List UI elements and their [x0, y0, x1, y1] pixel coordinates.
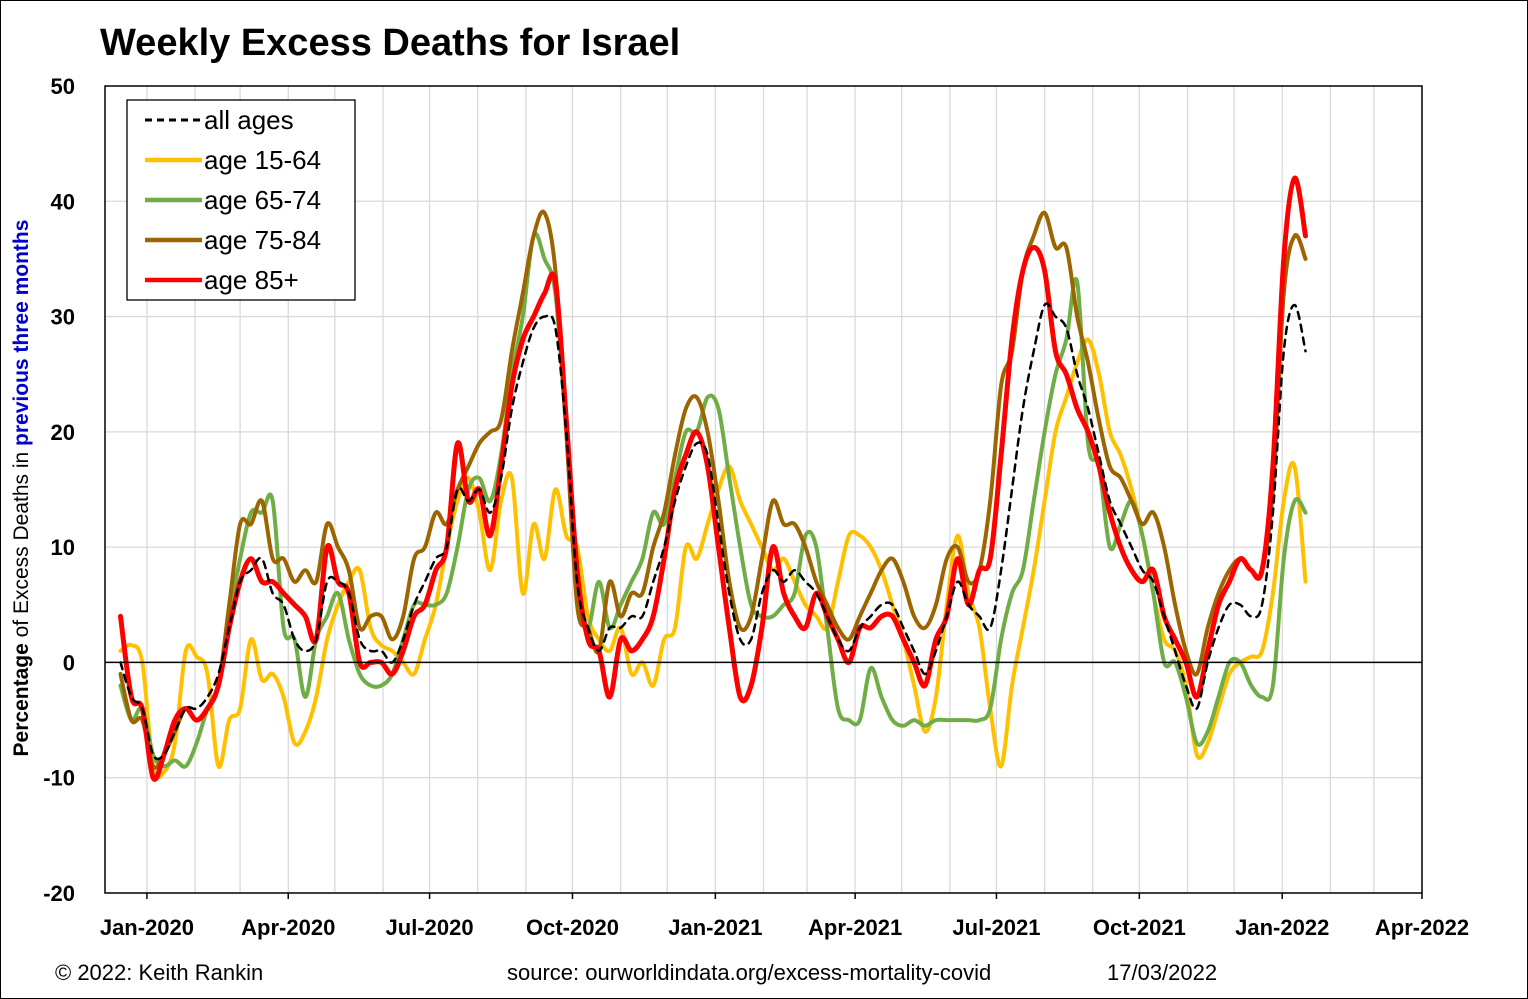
x-tick-label: Oct-2021: [1093, 915, 1186, 940]
series-lines: [118, 175, 1308, 782]
series-line-all-ages: [119, 302, 1307, 761]
x-tick-label: Jan-2021: [668, 915, 762, 940]
y-tick-label: 40: [51, 189, 75, 214]
legend-label: age 75-84: [204, 225, 321, 255]
footer-date: 17/03/2022: [1107, 960, 1218, 985]
series-line-age-75-84: [118, 209, 1308, 770]
x-tick-label: Apr-2022: [1375, 915, 1469, 940]
series-line-age-85-: [118, 175, 1308, 782]
plot-area-border: [104, 85, 1423, 894]
footer-copyright: © 2022: Keith Rankin: [55, 960, 264, 985]
x-tick-label: Jul-2020: [386, 915, 474, 940]
x-tick-label: Apr-2020: [241, 915, 335, 940]
x-tick-label: Oct-2020: [526, 915, 619, 940]
y-tick-label: 0: [63, 650, 75, 675]
x-tick-label: Jul-2021: [952, 915, 1040, 940]
y-tick-label: 50: [51, 74, 75, 99]
y-tick-label: -20: [43, 881, 75, 906]
y-tick-label: 30: [51, 305, 75, 330]
x-tick-label: Apr-2021: [808, 915, 902, 940]
x-tick-label: Jan-2022: [1235, 915, 1329, 940]
legend-label: age 65-74: [204, 185, 321, 215]
legend-label: age 85+: [204, 265, 299, 295]
y-tick-label: 20: [51, 420, 75, 445]
footer-source: source: ourworldindata.org/excess-mortal…: [507, 960, 992, 985]
y-tick-label: -10: [43, 766, 75, 791]
x-tick-label: Jan-2020: [100, 915, 194, 940]
legend: all ages age 15-64 age 65-74 age 75-84 age 8…: [126, 99, 356, 301]
axes: -20 -10 0 10 20 30 40 50 Jan-2020 Apr-2020 Jul-202…: [43, 74, 1469, 940]
chart-title: Weekly Excess Deaths for Israel: [100, 22, 681, 64]
legend-label: age 15-64: [204, 145, 321, 175]
y-tick-label: 10: [51, 535, 75, 560]
legend-label: all ages: [204, 105, 294, 135]
